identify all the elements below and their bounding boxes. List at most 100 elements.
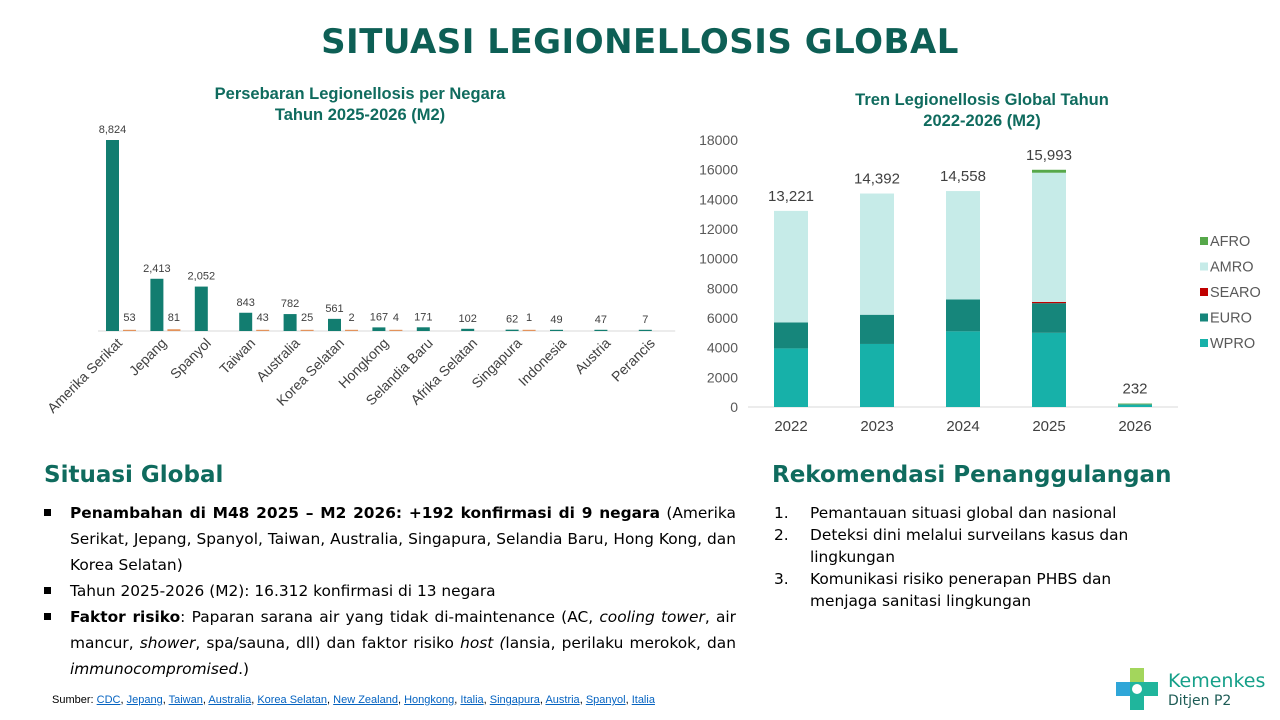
x-tick-label: Perancis [608, 335, 658, 385]
bullet-total: Tahun 2025-2026 (M2): 16.312 konfirmasi … [42, 578, 736, 604]
x-tick-label: 2024 [946, 418, 979, 435]
trend-chart-title-line2: 2022-2026 (M2) [923, 112, 1041, 130]
bar-small-korea-selatan [345, 329, 358, 331]
source-link[interactable]: Singapura [489, 694, 540, 706]
source-link[interactable]: New Zealand [333, 694, 398, 706]
source-separator: , [202, 694, 209, 706]
trend-chart-title: Tren Legionellosis Global Tahun 2022-202… [800, 90, 1164, 132]
source-link[interactable]: Korea Selatan [257, 694, 328, 706]
segment-amro-2024 [946, 191, 980, 300]
bullet-penambahan-rest: (Amerika Serikat, Jepang, Spanyol, Taiwa… [70, 504, 736, 574]
segment-afro-2026 [1118, 403, 1152, 405]
country-chart-title: Persebaran Legionellosis per Negara Tahu… [140, 84, 580, 126]
bar-indonesia [550, 329, 563, 331]
y-tick-label: 10000 [699, 251, 738, 267]
faktor-text-a: : Paparan sarana air yang tidak di-maint… [180, 608, 600, 626]
faktor-text-d: lansia, perilaku merokok, dan [505, 634, 736, 652]
total-label: 15,993 [1026, 147, 1072, 164]
source-separator: , [251, 694, 258, 706]
source-link[interactable]: Italia [631, 694, 655, 706]
bar-jepang [150, 278, 164, 331]
data-label: 171 [414, 311, 432, 323]
segment-euro-2025 [1032, 303, 1066, 333]
x-tick-label: 2023 [860, 418, 893, 435]
legend-label: SEARO [1210, 285, 1261, 301]
faktor-risiko-bold: Faktor risiko [70, 608, 181, 626]
x-tick-label: Taiwan [216, 335, 258, 377]
data-label: 7 [642, 314, 648, 326]
x-tick-label: Indonesia [515, 335, 569, 389]
bar-australia [283, 314, 297, 331]
kemenkes-logo: Kemenkes Ditjen P2 [1112, 664, 1272, 714]
total-label: 14,392 [854, 171, 900, 188]
faktor-text-b: , air mancur, [70, 608, 736, 652]
bar-taiwan [239, 312, 253, 331]
data-label: 62 [506, 314, 518, 326]
data-label: 25 [301, 312, 313, 324]
source-links: CDC, Jepang, Taiwan, Australia, Korea Se… [97, 694, 655, 706]
total-label: 13,221 [768, 188, 814, 205]
segment-wpro-2025 [1032, 332, 1066, 407]
bar-small-singapura [522, 329, 536, 331]
country-chart-title-line1: Persebaran Legionellosis per Negara [214, 85, 506, 103]
segment-wpro-2022 [774, 348, 808, 407]
rekomendasi-num: 3. [774, 570, 789, 588]
bar-small-hongkong [389, 329, 403, 331]
y-tick-label: 12000 [699, 221, 738, 237]
faktor-italic-3: host ( [460, 634, 506, 652]
legend-label: AFRO [1210, 234, 1250, 250]
situasi-heading: Situasi Global [44, 462, 224, 488]
source-link[interactable]: Italia [460, 694, 484, 706]
segment-euro-2022 [774, 322, 808, 349]
faktor-text-c: , spa/sauna, dll) dan faktor risiko [195, 634, 461, 652]
bar-small-australia [300, 329, 314, 331]
bar-small-amerika-serikat [123, 329, 136, 331]
segment-wpro-2023 [860, 343, 894, 407]
segment-amro-2023 [860, 193, 894, 315]
source-separator: , [625, 694, 632, 706]
x-tick-label: 2025 [1032, 418, 1065, 435]
data-label: 2,052 [188, 271, 216, 283]
source-link[interactable]: Hongkong [404, 694, 455, 706]
data-label: 782 [281, 298, 299, 310]
data-label: 81 [168, 312, 180, 324]
source-line: Sumber: CDC, Jepang, Taiwan, Australia, … [52, 694, 655, 706]
source-separator: , [483, 694, 490, 706]
source-link[interactable]: CDC [96, 694, 121, 706]
rekomendasi-text: Deteksi dini melalui surveilans kasus da… [810, 526, 1129, 566]
legend-swatch-afro [1200, 237, 1208, 245]
source-link[interactable]: Jepang [126, 694, 163, 706]
data-label: 8,824 [99, 124, 127, 136]
rekomendasi-item: 1. Pemantauan situasi global dan nasiona… [772, 502, 1172, 524]
logo-line1: Kemenkes [1168, 670, 1266, 692]
legend-swatch-euro [1200, 313, 1208, 322]
y-tick-label: 8000 [707, 280, 738, 296]
data-label: 561 [325, 303, 343, 315]
trend-stacked-bar-chart: 0 2000 4000 6000 8000 10000 12000 14000 16000 180… [699, 132, 1261, 435]
rekomendasi-num: 2. [774, 526, 789, 544]
bar-korea-selatan [328, 318, 341, 331]
y-tick-label: 0 [730, 399, 738, 415]
y-tick-label: 16000 [699, 162, 738, 178]
x-tick-label: 2022 [774, 418, 807, 435]
faktor-italic-1: cooling tower [599, 608, 705, 626]
y-tick-label: 4000 [707, 340, 738, 356]
y-tick-label: 14000 [699, 191, 738, 207]
legend-label: EURO [1210, 311, 1252, 327]
source-separator: , [579, 694, 586, 706]
faktor-text-e: .) [238, 660, 250, 678]
bar-selandia-baru [416, 327, 430, 331]
source-link[interactable]: Taiwan [168, 694, 203, 706]
country-bar-chart: 8,824 53 Amerika Serikat 2,413 81 Jepang 2,052… [44, 124, 676, 416]
rekomendasi-item: 3. Komunikasi risiko penerapan PHBS dan … [772, 568, 1172, 612]
data-label: 53 [123, 312, 135, 324]
bar-singapura [505, 329, 519, 331]
source-link[interactable]: Spanyol [585, 694, 626, 706]
bar-small-jepang [167, 329, 181, 331]
legend-swatch-searo [1200, 288, 1208, 296]
source-link[interactable]: Australia [208, 694, 252, 706]
bullet-faktor-risiko: Faktor risiko: Paparan sarana air yang t… [42, 604, 736, 682]
source-link[interactable]: Austria [545, 694, 580, 706]
total-label: 14,558 [940, 168, 986, 185]
kemenkes-cross-icon [1116, 668, 1158, 710]
